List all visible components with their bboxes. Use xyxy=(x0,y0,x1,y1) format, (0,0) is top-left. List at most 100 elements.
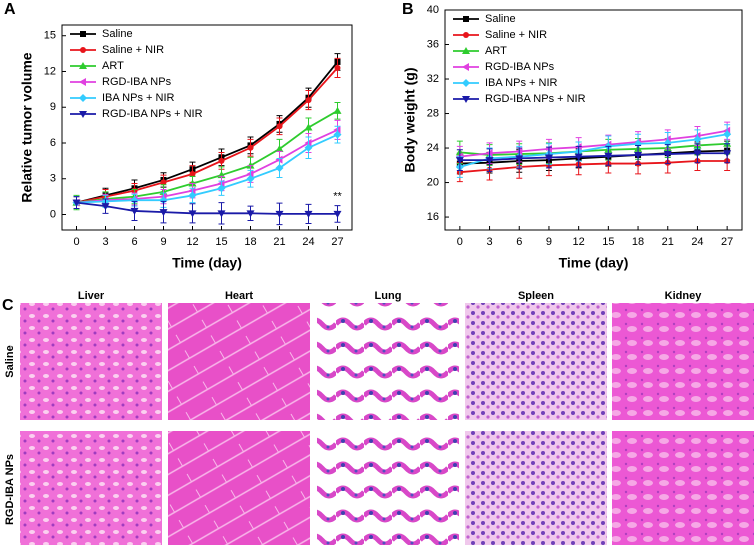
marker xyxy=(159,196,168,205)
y-tick-label: 16 xyxy=(427,211,439,223)
x-tick-label: 21 xyxy=(662,236,674,248)
legend-label: Saline xyxy=(102,28,133,40)
series-line xyxy=(76,67,339,204)
y-tick-label: 6 xyxy=(50,137,56,149)
marker xyxy=(130,196,139,205)
series-line xyxy=(76,61,339,204)
histology-image xyxy=(465,303,607,420)
series-line xyxy=(459,152,728,162)
panel-label: A xyxy=(4,1,16,18)
marker xyxy=(217,210,226,218)
y-tick-label: 28 xyxy=(427,107,439,119)
marker xyxy=(275,144,284,152)
legend-label: RGD-IBA NPs xyxy=(485,61,555,73)
y-tick-label: 9 xyxy=(50,101,56,113)
column-label: Spleen xyxy=(518,290,554,302)
y-tick-label: 24 xyxy=(427,142,439,154)
y-tick-label: 15 xyxy=(44,30,56,42)
x-tick-label: 3 xyxy=(486,236,492,248)
marker xyxy=(574,153,583,161)
legend-label: Saline xyxy=(485,13,516,25)
marker xyxy=(304,210,313,218)
legend-marker xyxy=(79,78,86,86)
marker xyxy=(275,210,284,218)
marker xyxy=(305,97,312,104)
y-tick-label: 12 xyxy=(44,65,56,77)
x-tick-label: 24 xyxy=(302,236,314,248)
legend-marker xyxy=(462,47,470,54)
column-label: Heart xyxy=(225,290,253,302)
marker xyxy=(455,157,464,165)
marker xyxy=(218,157,225,164)
marker xyxy=(72,199,81,207)
y-axis-title: Relative tumor volume xyxy=(19,52,35,202)
x-tick-label: 9 xyxy=(160,236,166,248)
marker xyxy=(485,157,494,165)
series-line xyxy=(459,149,728,165)
marker xyxy=(188,191,197,200)
histology-image xyxy=(20,303,162,420)
plot-frame xyxy=(61,24,353,231)
x-tick-label: 18 xyxy=(244,236,256,248)
y-tick-label: 36 xyxy=(427,38,439,50)
marker xyxy=(130,207,139,215)
x-tick-label: 15 xyxy=(215,236,227,248)
row-label: Saline xyxy=(4,345,16,377)
legend-label: ART xyxy=(485,45,507,57)
marker xyxy=(723,150,732,158)
x-tick-label: 27 xyxy=(721,236,733,248)
panel-label: C xyxy=(2,297,14,314)
histology-image xyxy=(317,303,459,420)
marker xyxy=(247,144,254,151)
legend-marker xyxy=(80,47,86,53)
histology-image xyxy=(465,431,607,545)
legend-marker xyxy=(462,96,470,103)
y-tick-label: 3 xyxy=(50,173,56,185)
x-axis-title: Time (day) xyxy=(172,255,242,271)
panel-label: B xyxy=(402,1,414,18)
marker xyxy=(333,106,342,114)
y-tick-label: 40 xyxy=(427,4,439,16)
marker xyxy=(723,130,732,139)
series-line xyxy=(76,133,338,204)
marker xyxy=(188,210,197,218)
histology-image xyxy=(317,431,459,545)
column-label: Liver xyxy=(78,290,105,302)
column-label: Kidney xyxy=(665,290,703,302)
legend-marker xyxy=(462,63,469,71)
marker xyxy=(604,152,613,160)
x-tick-label: 9 xyxy=(546,236,552,248)
x-tick-label: 24 xyxy=(691,236,703,248)
series-line xyxy=(459,142,728,156)
marker xyxy=(333,210,342,218)
x-tick-label: 12 xyxy=(573,236,585,248)
x-tick-label: 0 xyxy=(73,236,79,248)
plot-frame xyxy=(444,9,743,231)
x-axis-title: Time (day) xyxy=(559,255,629,271)
legend-label: ART xyxy=(102,60,124,72)
histology-image xyxy=(612,431,754,545)
legend-label: Saline + NIR xyxy=(102,44,164,56)
y-tick-label: 0 xyxy=(50,208,56,220)
legend-marker xyxy=(463,16,469,22)
marker xyxy=(160,179,167,186)
x-tick-label: 12 xyxy=(186,236,198,248)
marker xyxy=(159,209,168,217)
series-line xyxy=(76,110,338,204)
legend-marker xyxy=(79,62,87,69)
x-tick-label: 6 xyxy=(131,236,137,248)
x-tick-label: 0 xyxy=(457,236,463,248)
legend-label: IBA NPs + NIR xyxy=(485,77,557,89)
y-axis-title: Body weight (g) xyxy=(402,68,418,173)
histology-panel: C Liver Heart Lung Spleen Kidney Saline RGD-IB… xyxy=(2,290,754,545)
x-tick-label: 21 xyxy=(273,236,285,248)
legend-label: RGD-IBA NPs + NIR xyxy=(102,108,203,120)
marker xyxy=(334,64,341,71)
legend-marker xyxy=(79,111,87,118)
series-line xyxy=(76,129,338,204)
histology-image xyxy=(612,303,754,420)
marker xyxy=(276,123,283,130)
series-line xyxy=(76,201,338,215)
x-tick-label: 15 xyxy=(602,236,614,248)
marker xyxy=(544,154,553,162)
